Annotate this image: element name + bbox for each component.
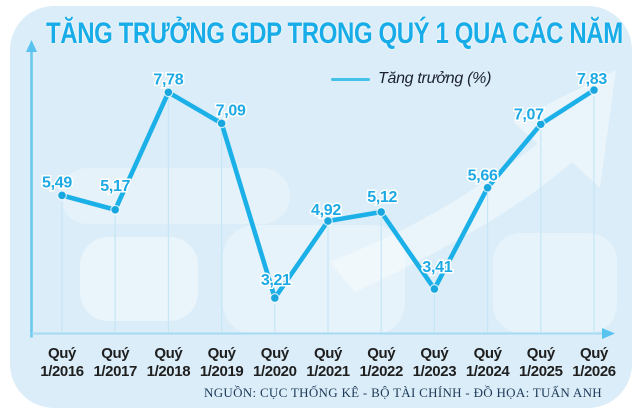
background-blob xyxy=(493,233,617,333)
data-point xyxy=(110,204,121,215)
x-tick-label: Quý xyxy=(314,345,343,362)
data-point xyxy=(429,284,440,294)
data-label: 5,49 xyxy=(42,174,72,191)
data-point xyxy=(535,119,546,130)
x-tick-label: Quý xyxy=(208,345,237,362)
legend: Tăng trưởng (%) xyxy=(331,70,491,88)
legend-line-swatch-icon xyxy=(331,77,370,81)
source-credit: NGUỒN: CỤC THỐNG KÊ - BỘ TÀI CHÍNH - ĐỒ … xyxy=(204,385,602,400)
x-tick-label: Quý xyxy=(474,345,503,362)
x-tick-label: 1/2026 xyxy=(572,363,616,380)
data-label: 3,21 xyxy=(261,272,291,289)
x-tick-label: 1/2016 xyxy=(40,363,84,380)
x-tick-label: Quý xyxy=(580,345,609,362)
data-label: 5,17 xyxy=(100,178,130,195)
data-point xyxy=(482,182,493,193)
data-label: 7,09 xyxy=(216,102,246,119)
x-tick-label: Quý xyxy=(420,345,449,362)
x-tick-label: 1/2023 xyxy=(413,363,457,380)
data-label: 7,07 xyxy=(514,106,544,123)
data-label: 7,78 xyxy=(153,71,183,88)
data-label: 5,12 xyxy=(367,189,397,206)
data-label: 7,83 xyxy=(577,71,607,88)
data-point xyxy=(323,216,333,226)
data-point xyxy=(57,190,67,201)
chart-title: TĂNG TRƯỞNG GDP TRONG QUÝ 1 QUA CÁC NĂM xyxy=(46,17,623,50)
data-label: 4,92 xyxy=(311,202,341,219)
x-tick-label: 1/2018 xyxy=(147,363,191,380)
x-tick-label: 1/2017 xyxy=(93,363,137,380)
x-tick-label: Quý xyxy=(154,345,183,362)
y-axis-arrow-icon xyxy=(26,40,37,52)
x-tick-label: 1/2019 xyxy=(200,363,244,380)
x-tick-label: 1/2022 xyxy=(359,363,403,380)
x-tick-label: Quý xyxy=(48,345,77,362)
x-tick-label: 1/2025 xyxy=(519,363,563,380)
x-tick-label: Quý xyxy=(101,345,130,362)
data-point xyxy=(216,118,227,129)
background-blob xyxy=(80,237,198,321)
data-label: 3,41 xyxy=(422,259,452,276)
data-label: 5,66 xyxy=(468,168,498,185)
x-tick-label: 1/2024 xyxy=(466,363,511,380)
data-point xyxy=(269,293,280,303)
chart-panel xyxy=(10,6,632,408)
x-tick-label: Quý xyxy=(527,345,556,362)
data-point xyxy=(163,87,174,98)
x-axis-arrow-icon xyxy=(602,328,615,339)
data-point xyxy=(589,85,599,95)
x-tick-label: 1/2021 xyxy=(306,363,350,380)
x-tick-label: Quý xyxy=(261,345,290,362)
legend-label: Tăng trưởng (%) xyxy=(378,70,492,87)
x-tick-label: Quý xyxy=(367,345,396,362)
data-point xyxy=(376,207,387,217)
x-tick-label: 1/2020 xyxy=(253,363,297,380)
